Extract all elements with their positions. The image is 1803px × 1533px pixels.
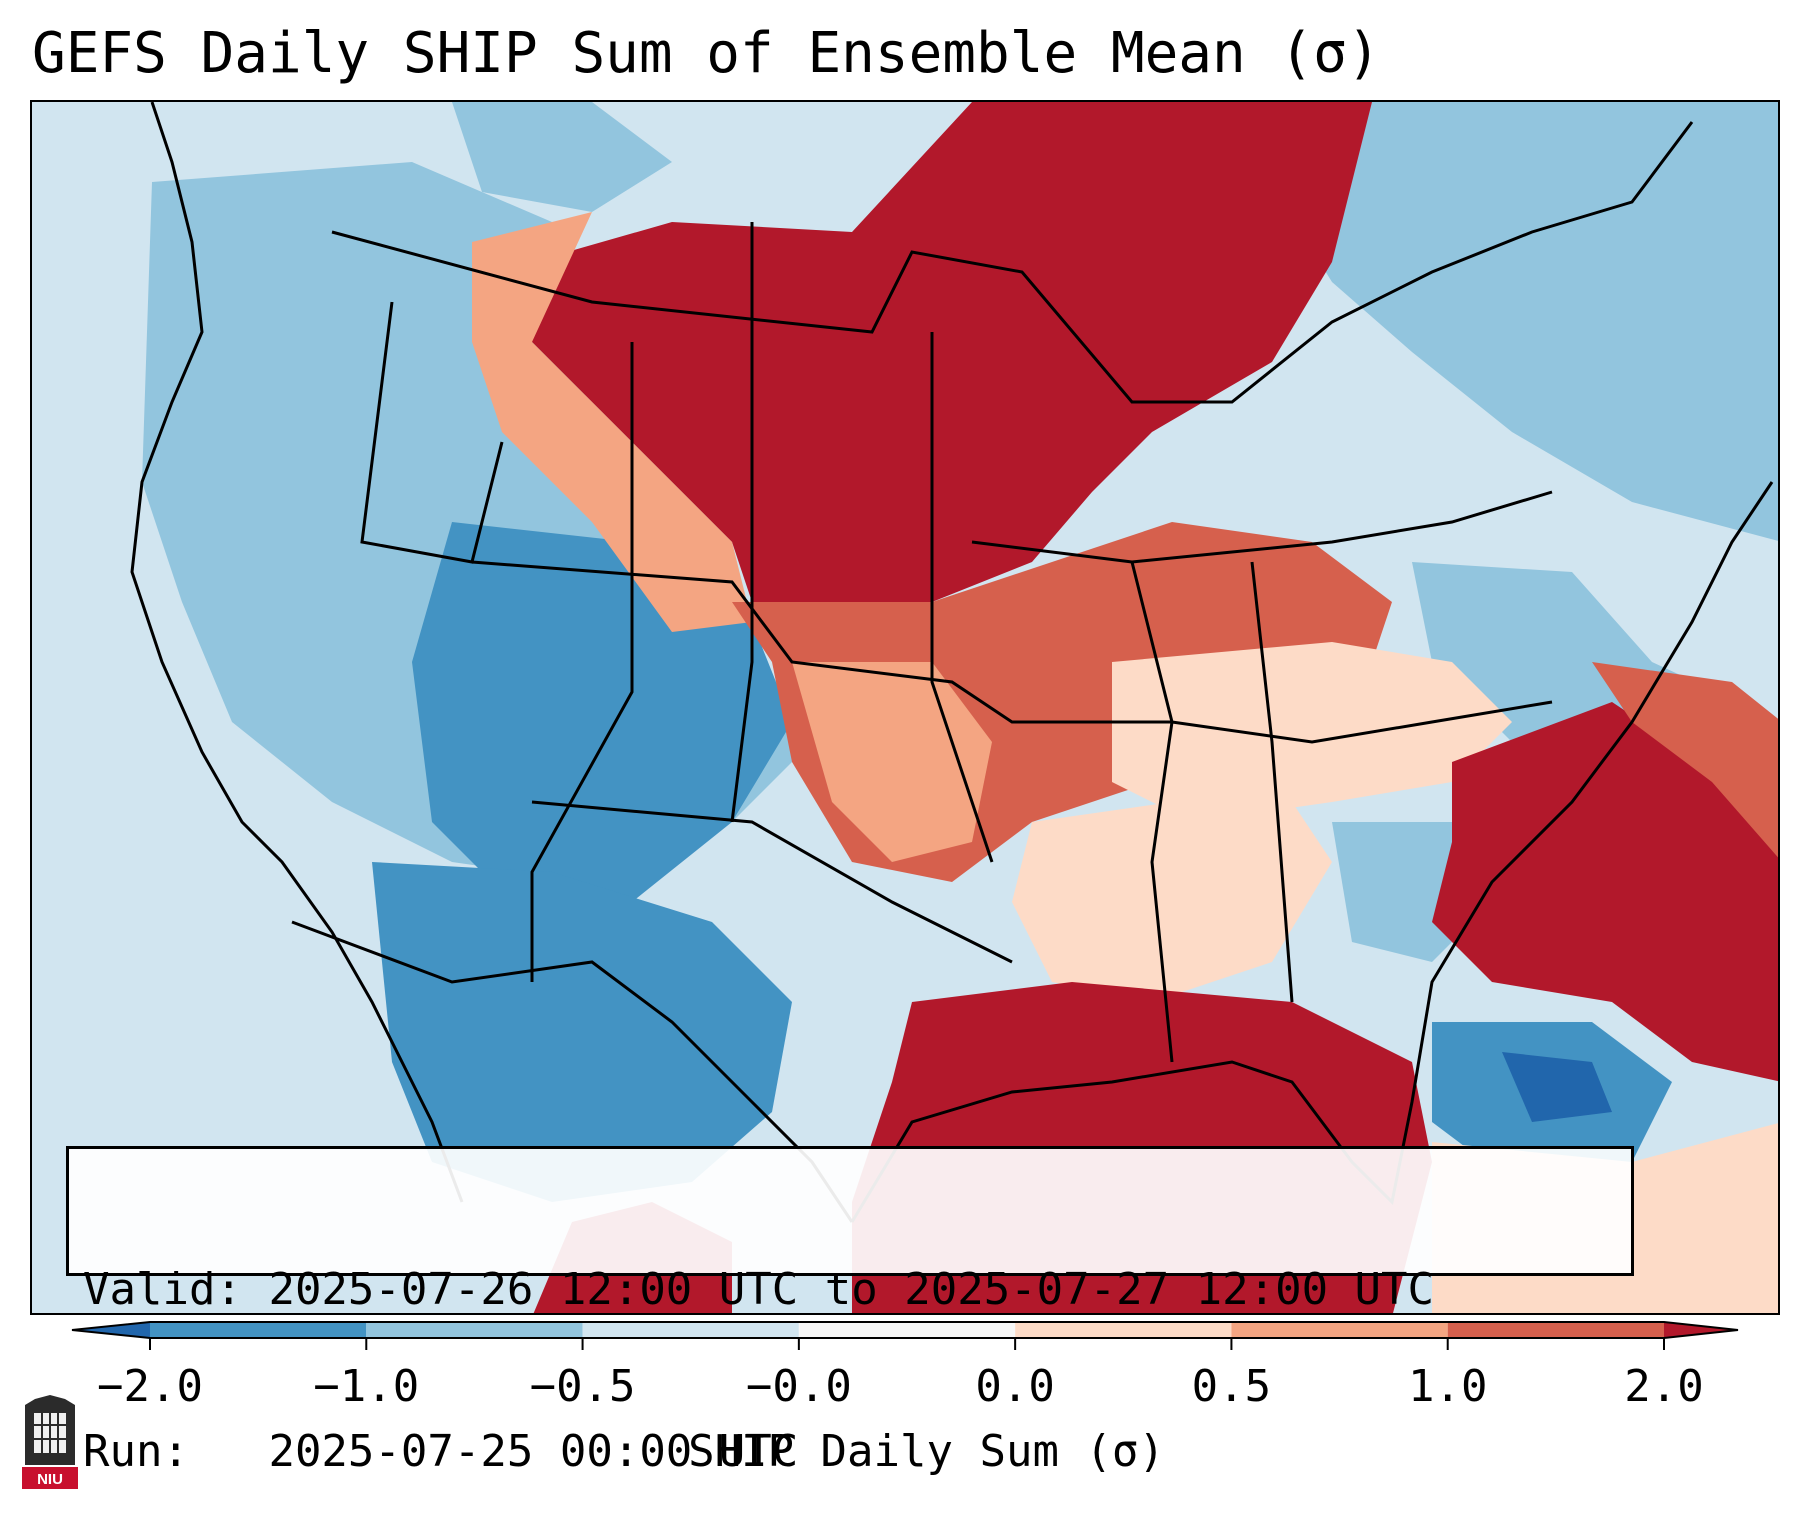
- state-border-9: [531, 800, 1013, 964]
- niu-logo-text: NIU: [37, 1471, 63, 1488]
- niu-logo-icon: NIU: [22, 1395, 78, 1489]
- colorbar-min-extension: [72, 1322, 150, 1338]
- canada-west-negative: [452, 102, 672, 212]
- valid-range: 2025-07-26 12:00 UTC to 2025-07-27 12:00…: [268, 1264, 1435, 1315]
- colorbar-segment: [582, 1322, 799, 1338]
- colorbar: [71, 1321, 1739, 1350]
- run-line: Run: 2025-07-25 00:00 UTC: [83, 1425, 1631, 1479]
- state-border-5: [930, 332, 994, 863]
- state-border-1: [360, 301, 504, 564]
- colorbar-segment: [1231, 1322, 1448, 1338]
- us-canada-border: [331, 121, 1694, 404]
- northeast-negative-region: [1272, 102, 1778, 541]
- valid-label: Valid:: [83, 1264, 242, 1315]
- northern-rockies-positive: [472, 212, 752, 632]
- northern-plains-strong-positive: [532, 102, 1372, 622]
- colorbar-segment: [366, 1322, 583, 1338]
- niu-logo: NIU: [20, 1395, 80, 1494]
- run-label: Run:: [83, 1426, 189, 1477]
- colorbar-segment: [798, 1322, 1016, 1338]
- colorbar-tick-label: 0.0: [975, 1361, 1055, 1412]
- deep-south-slight-positive: [1012, 802, 1332, 1002]
- colorbar-tick-label: −2.0: [97, 1361, 203, 1412]
- state-border-6: [971, 490, 1553, 564]
- atlantic-strong-positive: [1432, 702, 1778, 1082]
- colorbar-segment: [1447, 1322, 1664, 1338]
- colorbar-tick-label: −0.5: [529, 1361, 636, 1412]
- state-border-3: [530, 342, 634, 982]
- colorbar-segment: [1015, 1322, 1232, 1338]
- validity-info-box: Valid: 2025-07-26 12:00 UTC to 2025-07-2…: [66, 1146, 1634, 1477]
- colorbar-tick-label: 0.5: [1191, 1361, 1272, 1412]
- bahamas-strong-negative: [1502, 1052, 1612, 1122]
- colorbar-label: SHIP Daily Sum (σ): [688, 1426, 1165, 1477]
- run-time: 2025-07-25 00:00 UTC: [268, 1426, 799, 1477]
- tennessee-valley-slight-positive: [1112, 642, 1512, 822]
- state-border-8: [1250, 561, 1294, 1003]
- ship-field-map: [32, 102, 1778, 1313]
- west-coastline: [130, 102, 464, 1203]
- mexico-negative-region: [372, 862, 792, 1202]
- colorbar-max-extension: [1664, 1322, 1738, 1338]
- colorbar-segments: [71, 1321, 1739, 1350]
- colorbar-tick-label: 2.0: [1624, 1361, 1704, 1412]
- colorbar-segment: [150, 1322, 367, 1338]
- map-panel: [30, 100, 1780, 1315]
- colorbar-tick-label: 1.0: [1407, 1361, 1488, 1412]
- valid-line: Valid: 2025-07-26 12:00 UTC to 2025-07-2…: [83, 1263, 1631, 1317]
- map-title: GEFS Daily SHIP Sum of Ensemble Mean (σ): [32, 21, 1381, 86]
- colorbar-tick-label: −0.0: [745, 1361, 852, 1412]
- colorbar-tick-label: −1.0: [313, 1361, 420, 1412]
- state-border-4: [730, 222, 754, 823]
- state-border-7: [1130, 561, 1174, 1063]
